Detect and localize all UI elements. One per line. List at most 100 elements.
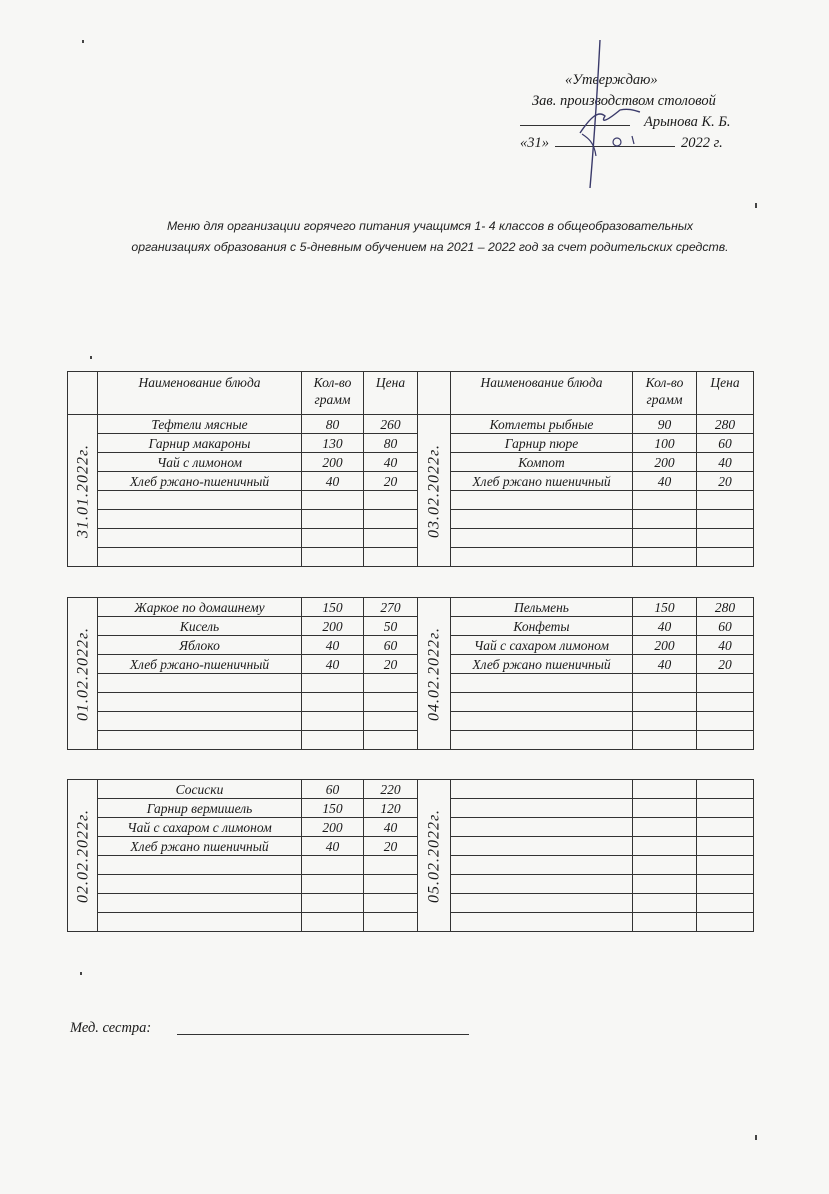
document-heading: Меню для организации горячего питания уч… bbox=[80, 216, 780, 258]
approval-title: «Утверждаю» bbox=[565, 72, 658, 88]
date-label: 05.02.2022г. bbox=[425, 808, 443, 903]
dish-name: Хлеб ржано пшеничный bbox=[450, 654, 633, 674]
dish-qty bbox=[632, 874, 697, 894]
dish-qty: 40 bbox=[632, 616, 697, 636]
heading-line-2: организациях образования с 5-дневным обу… bbox=[131, 240, 729, 254]
date-cell: 05.02.2022г. bbox=[417, 779, 451, 932]
header-row: Наименование блюда Кол-во грамм Цена Наимен… bbox=[67, 371, 754, 415]
dish-qty: 200 bbox=[301, 817, 364, 837]
dish-price bbox=[696, 912, 754, 932]
scan-speck bbox=[80, 972, 82, 975]
table-row bbox=[68, 874, 754, 894]
dish-qty: 40 bbox=[301, 635, 364, 655]
dish-price: 280 bbox=[696, 597, 754, 617]
dish-qty bbox=[301, 692, 364, 712]
dish-name bbox=[97, 490, 302, 510]
table-row bbox=[68, 490, 754, 510]
dish-qty bbox=[632, 893, 697, 913]
scan-speck bbox=[755, 1135, 757, 1140]
dish-price bbox=[696, 874, 754, 894]
dish-name bbox=[97, 912, 302, 932]
dish-qty: 90 bbox=[632, 414, 697, 434]
dish-name bbox=[450, 673, 633, 693]
dish-price bbox=[696, 730, 754, 750]
date-cell: 31.01.2022г. bbox=[67, 414, 98, 567]
dish-qty bbox=[632, 692, 697, 712]
dish-qty: 200 bbox=[301, 452, 364, 472]
dish-qty bbox=[632, 673, 697, 693]
table-row bbox=[68, 692, 754, 712]
dish-price bbox=[696, 855, 754, 875]
dish-qty bbox=[632, 528, 697, 548]
dish-qty: 40 bbox=[301, 836, 364, 856]
dish-qty bbox=[632, 817, 697, 837]
dish-name bbox=[450, 509, 633, 529]
table-row: Чай с сахаром с лимоном 200 40 bbox=[68, 817, 754, 837]
dish-name: Жаркое по домашнему bbox=[97, 597, 302, 617]
header-blank bbox=[417, 371, 451, 415]
dish-name: Гарнир макароны bbox=[97, 433, 302, 453]
dish-name bbox=[97, 509, 302, 529]
dish-qty bbox=[632, 547, 697, 567]
dish-qty: 60 bbox=[301, 779, 364, 799]
dish-name: Конфеты bbox=[450, 616, 633, 636]
dish-price: 260 bbox=[363, 414, 418, 434]
dish-name: Чай с сахаром лимоном bbox=[450, 635, 633, 655]
dish-qty bbox=[632, 509, 697, 529]
dish-name bbox=[450, 730, 633, 750]
dish-name bbox=[450, 547, 633, 567]
table-row bbox=[68, 673, 754, 693]
menu-table-3: 02.02.2022г. Сосиски 60 220 05.02.2022г. Гарн… bbox=[67, 779, 754, 932]
table-row: Хлеб ржано-пшеничный 40 20 Хлеб ржано пшени… bbox=[68, 471, 754, 491]
dish-price bbox=[363, 528, 418, 548]
dish-name bbox=[97, 528, 302, 548]
dish-price bbox=[363, 874, 418, 894]
table-row bbox=[68, 711, 754, 731]
dish-qty bbox=[301, 730, 364, 750]
dish-name bbox=[97, 547, 302, 567]
date-cell: 04.02.2022г. bbox=[417, 597, 451, 750]
dish-price: 60 bbox=[363, 635, 418, 655]
table-row: Яблоко 40 60 Чай с сахаром лимоном 200 40 bbox=[68, 635, 754, 655]
nurse-signature-row: Мед. сестра: bbox=[70, 1020, 469, 1037]
dish-name: Кисель bbox=[97, 616, 302, 636]
dish-name: Яблоко bbox=[97, 635, 302, 655]
dish-price bbox=[696, 547, 754, 567]
dish-qty bbox=[632, 836, 697, 856]
dish-price bbox=[696, 798, 754, 818]
dish-qty bbox=[301, 490, 364, 510]
dish-name bbox=[450, 711, 633, 731]
dish-name: Чай с сахаром с лимоном bbox=[97, 817, 302, 837]
date-label: 31.01.2022г. bbox=[74, 443, 91, 538]
dish-price bbox=[363, 509, 418, 529]
dish-qty bbox=[301, 711, 364, 731]
dish-name bbox=[450, 528, 633, 548]
dish-name bbox=[450, 836, 633, 856]
dish-qty bbox=[632, 490, 697, 510]
table-row bbox=[68, 855, 754, 875]
menu-table-1: Наименование блюда Кол-во грамм Цена Наимен… bbox=[67, 371, 754, 567]
dish-qty bbox=[301, 912, 364, 932]
nurse-signature-line bbox=[177, 1034, 469, 1035]
dish-name: Гарнир пюре bbox=[450, 433, 633, 453]
dish-price: 120 bbox=[363, 798, 418, 818]
dish-name: Чай с лимоном bbox=[97, 452, 302, 472]
approval-name: Арынова К. Б. bbox=[644, 114, 731, 130]
dish-price bbox=[363, 673, 418, 693]
dish-name bbox=[450, 855, 633, 875]
dish-price: 20 bbox=[363, 471, 418, 491]
dish-qty bbox=[632, 798, 697, 818]
table-row: 01.02.2022г. Жаркое по домашнему 150 270 04.… bbox=[67, 597, 754, 750]
dish-price: 220 bbox=[363, 779, 418, 799]
dish-qty: 150 bbox=[301, 597, 364, 617]
dish-qty: 200 bbox=[632, 635, 697, 655]
table-row: 02.02.2022г. Сосиски 60 220 05.02.2022г. bbox=[67, 779, 754, 932]
dish-qty bbox=[301, 874, 364, 894]
dish-price: 20 bbox=[363, 836, 418, 856]
dish-qty: 40 bbox=[301, 471, 364, 491]
table-row: Хлеб ржано пшеничный 40 20 bbox=[68, 836, 754, 856]
dish-name bbox=[450, 874, 633, 894]
dish-name: Хлеб ржано пшеничный bbox=[450, 471, 633, 491]
table-row: Хлеб ржано-пшеничный 40 20 Хлеб ржано пшени… bbox=[68, 654, 754, 674]
dish-price: 280 bbox=[696, 414, 754, 434]
